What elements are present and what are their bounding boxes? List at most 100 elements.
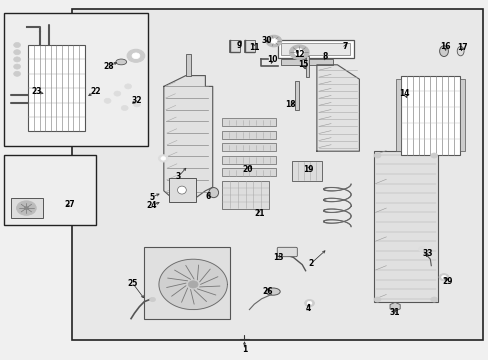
Circle shape xyxy=(14,64,20,69)
Text: 8: 8 xyxy=(323,52,327,61)
Text: 3: 3 xyxy=(176,172,181,181)
Text: 9: 9 xyxy=(237,40,242,49)
Bar xyxy=(222,143,276,151)
Bar xyxy=(28,45,84,131)
Circle shape xyxy=(14,50,20,55)
Text: 11: 11 xyxy=(248,43,259,52)
Bar xyxy=(395,79,400,151)
Circle shape xyxy=(430,153,437,158)
Circle shape xyxy=(438,274,448,281)
Circle shape xyxy=(114,91,121,96)
Circle shape xyxy=(14,57,20,62)
Circle shape xyxy=(132,53,140,59)
Bar xyxy=(11,198,42,218)
Text: 30: 30 xyxy=(261,36,271,45)
Bar xyxy=(244,40,255,52)
Circle shape xyxy=(121,105,128,111)
Circle shape xyxy=(289,45,308,59)
Circle shape xyxy=(149,297,155,302)
Text: 14: 14 xyxy=(399,89,409,98)
Text: 25: 25 xyxy=(127,279,138,288)
Text: 31: 31 xyxy=(389,308,400,317)
Ellipse shape xyxy=(456,46,463,56)
Circle shape xyxy=(24,207,28,210)
Circle shape xyxy=(104,98,111,103)
Bar xyxy=(222,118,276,126)
Bar xyxy=(4,13,148,146)
Text: 33: 33 xyxy=(422,249,432,258)
Text: 17: 17 xyxy=(456,43,467,52)
Circle shape xyxy=(441,275,446,279)
Text: 7: 7 xyxy=(342,42,346,51)
Bar xyxy=(277,40,353,58)
Circle shape xyxy=(14,71,20,76)
Text: 12: 12 xyxy=(293,50,304,59)
Circle shape xyxy=(306,301,311,305)
Ellipse shape xyxy=(177,186,186,194)
Bar xyxy=(228,40,239,52)
Text: 26: 26 xyxy=(262,287,273,296)
Text: 19: 19 xyxy=(302,165,313,174)
Bar xyxy=(222,131,276,139)
Circle shape xyxy=(127,49,144,62)
Ellipse shape xyxy=(265,288,280,295)
Bar xyxy=(222,168,276,176)
Text: 23: 23 xyxy=(31,87,42,96)
Circle shape xyxy=(124,84,131,89)
Text: 32: 32 xyxy=(131,96,142,105)
Text: 24: 24 xyxy=(146,202,157,210)
Circle shape xyxy=(188,281,198,288)
Text: 15: 15 xyxy=(297,60,308,69)
Text: 18: 18 xyxy=(285,100,296,109)
Bar xyxy=(292,161,321,181)
Circle shape xyxy=(294,49,304,56)
Circle shape xyxy=(158,155,168,162)
Bar xyxy=(168,178,195,202)
Text: 1: 1 xyxy=(242,346,246,354)
Bar xyxy=(4,155,96,225)
Bar xyxy=(72,9,482,340)
Bar xyxy=(281,59,332,65)
Circle shape xyxy=(14,42,20,48)
Text: 28: 28 xyxy=(103,62,114,71)
Bar xyxy=(222,181,268,209)
Text: 6: 6 xyxy=(205,192,210,201)
Bar xyxy=(281,43,349,55)
Bar xyxy=(373,151,437,302)
Ellipse shape xyxy=(116,59,126,65)
Text: 10: 10 xyxy=(267,55,278,64)
Bar xyxy=(459,79,464,151)
Bar xyxy=(400,76,459,155)
Ellipse shape xyxy=(439,46,447,57)
Circle shape xyxy=(161,157,165,160)
Circle shape xyxy=(430,297,437,302)
Text: 5: 5 xyxy=(149,193,154,202)
Text: 4: 4 xyxy=(305,305,310,313)
Ellipse shape xyxy=(208,188,218,198)
Bar xyxy=(305,56,308,77)
Bar xyxy=(185,54,190,76)
Circle shape xyxy=(373,153,380,158)
Text: 27: 27 xyxy=(64,200,75,209)
Bar xyxy=(222,156,276,164)
Text: 2: 2 xyxy=(308,259,313,268)
Text: 29: 29 xyxy=(441,277,452,286)
Text: 20: 20 xyxy=(242,165,253,174)
Polygon shape xyxy=(163,76,212,202)
Circle shape xyxy=(265,35,281,47)
FancyBboxPatch shape xyxy=(277,247,297,257)
Text: 21: 21 xyxy=(253,209,264,217)
Circle shape xyxy=(270,39,277,44)
Text: 13: 13 xyxy=(273,253,284,262)
Text: 16: 16 xyxy=(439,42,449,51)
Bar xyxy=(144,247,229,319)
Circle shape xyxy=(17,201,36,215)
Circle shape xyxy=(418,247,425,252)
Polygon shape xyxy=(316,65,359,151)
Circle shape xyxy=(133,102,140,107)
Circle shape xyxy=(304,300,314,307)
Polygon shape xyxy=(159,259,227,310)
Text: 22: 22 xyxy=(90,87,101,96)
Circle shape xyxy=(373,297,380,302)
Bar xyxy=(295,81,299,110)
